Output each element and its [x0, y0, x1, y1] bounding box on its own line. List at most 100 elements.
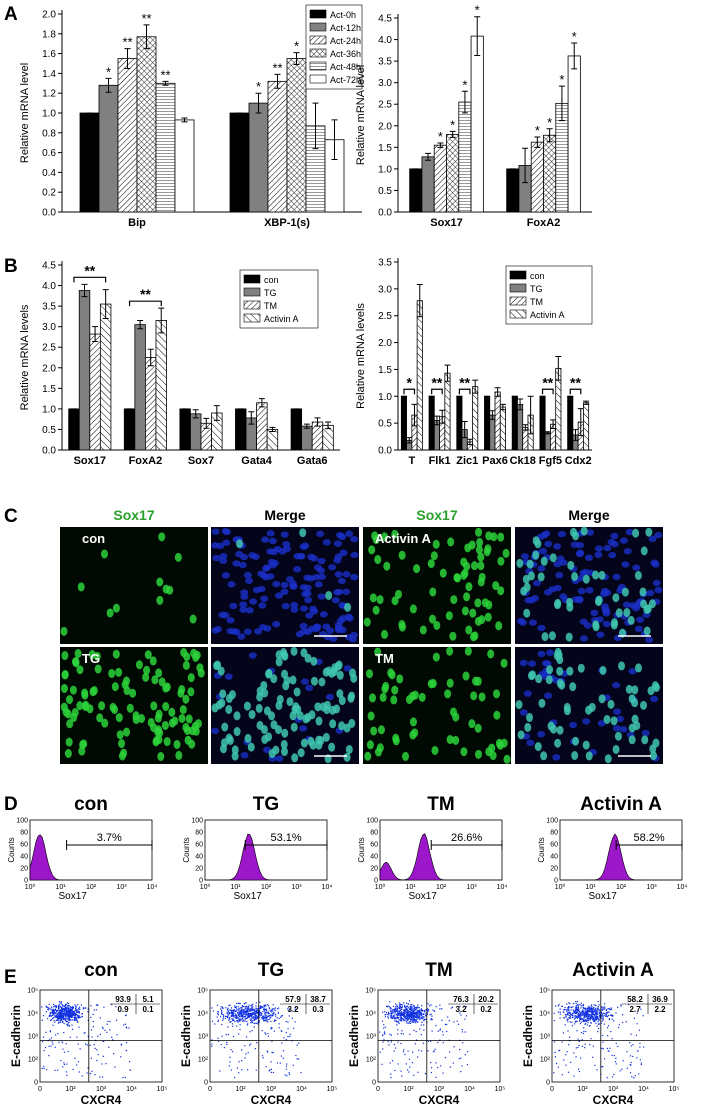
nucleus [540, 751, 547, 760]
x-tick-label: 10² [86, 884, 97, 891]
event-dot [75, 1018, 76, 1019]
event-dot [419, 1019, 420, 1020]
y-tick-label: 0.5 [378, 419, 392, 430]
event-dot [125, 1077, 126, 1078]
event-dot [286, 1069, 287, 1070]
bar [523, 427, 528, 450]
event-dot [389, 1006, 390, 1007]
event-dot [595, 1020, 596, 1021]
event-dot [445, 1057, 446, 1058]
nucleus [564, 706, 571, 715]
event-dot [556, 1063, 557, 1064]
nucleus [603, 545, 611, 551]
event-dot [623, 1060, 624, 1061]
event-dot [405, 1009, 406, 1010]
event-dot [56, 1011, 57, 1012]
nucleus [469, 609, 476, 618]
nucleus [612, 682, 620, 688]
event-dot [555, 1005, 556, 1006]
event-dot [579, 1011, 580, 1012]
event-dot [81, 1016, 82, 1017]
legend-label: TM [530, 297, 543, 307]
event-dot [630, 1072, 631, 1073]
event-dot [580, 1007, 581, 1008]
event-dot [395, 1006, 396, 1007]
nucleus [599, 666, 606, 675]
event-dot [585, 1019, 586, 1020]
event-dot [576, 1012, 577, 1013]
nucleus [236, 539, 243, 548]
event-dot [440, 1065, 441, 1066]
event-dot [406, 1011, 407, 1012]
event-dot [388, 1005, 389, 1006]
nucleus [317, 567, 325, 573]
nucleus [528, 660, 536, 666]
event-dot [94, 1044, 95, 1045]
event-dot [443, 1034, 444, 1035]
event-dot [580, 1015, 581, 1016]
nucleus [222, 572, 230, 578]
nucleus [368, 711, 375, 720]
event-dot [221, 1024, 222, 1025]
event-dot [611, 1009, 612, 1010]
nucleus [524, 597, 532, 603]
nucleus [610, 533, 618, 539]
y-axis-label: Counts [182, 837, 191, 862]
event-dot [126, 1027, 127, 1028]
nucleus [194, 651, 201, 660]
y-tick-label: 10⁴ [365, 1011, 376, 1018]
nucleus [143, 666, 150, 675]
flow-title: Activin A [572, 960, 654, 981]
event-dot [43, 1068, 44, 1069]
event-dot [411, 1019, 412, 1020]
event-dot [125, 1024, 126, 1025]
nucleus [392, 596, 399, 605]
y-tick-label: 10³ [28, 1034, 39, 1041]
event-dot [566, 1017, 567, 1018]
significance-label: * [294, 39, 299, 54]
event-dot [244, 1045, 245, 1046]
nucleus [453, 573, 460, 582]
event-dot [391, 1035, 392, 1036]
event-dot [251, 1008, 252, 1009]
event-dot [66, 1017, 67, 1018]
nucleus [245, 578, 253, 584]
y-tick-label: 4.0 [42, 281, 56, 292]
event-dot [421, 1008, 422, 1009]
significance-label: ** [122, 35, 132, 50]
event-dot [79, 1009, 80, 1010]
nucleus [632, 529, 639, 538]
event-dot [403, 1002, 404, 1003]
x-tick-label: 10³ [116, 884, 127, 891]
event-dot [270, 1015, 271, 1016]
nucleus [183, 652, 190, 661]
event-dot [568, 1044, 569, 1045]
event-dot [569, 1017, 570, 1018]
event-dot [254, 1009, 255, 1010]
x-tick-label: Pax6 [482, 455, 508, 467]
event-dot [231, 1018, 232, 1019]
event-dot [575, 1016, 576, 1017]
event-dot [575, 1021, 576, 1022]
nucleus [335, 571, 343, 577]
event-dot [263, 1016, 264, 1017]
nucleus [595, 545, 603, 551]
event-dot [554, 1052, 555, 1053]
nucleus [526, 740, 534, 746]
event-dot [65, 1014, 66, 1015]
nucleus [523, 575, 530, 584]
event-dot [251, 1021, 252, 1022]
event-dot [398, 1013, 399, 1014]
event-dot [228, 1034, 229, 1035]
event-dot [274, 1021, 275, 1022]
event-dot [254, 1017, 255, 1018]
event-dot [437, 1067, 438, 1068]
event-dot [579, 1045, 580, 1046]
event-dot [90, 1017, 91, 1018]
nucleus [262, 565, 270, 571]
event-dot [569, 1015, 570, 1016]
nucleus [258, 602, 266, 608]
event-dot [417, 1021, 418, 1022]
bar [422, 157, 434, 212]
nucleus [315, 717, 322, 726]
